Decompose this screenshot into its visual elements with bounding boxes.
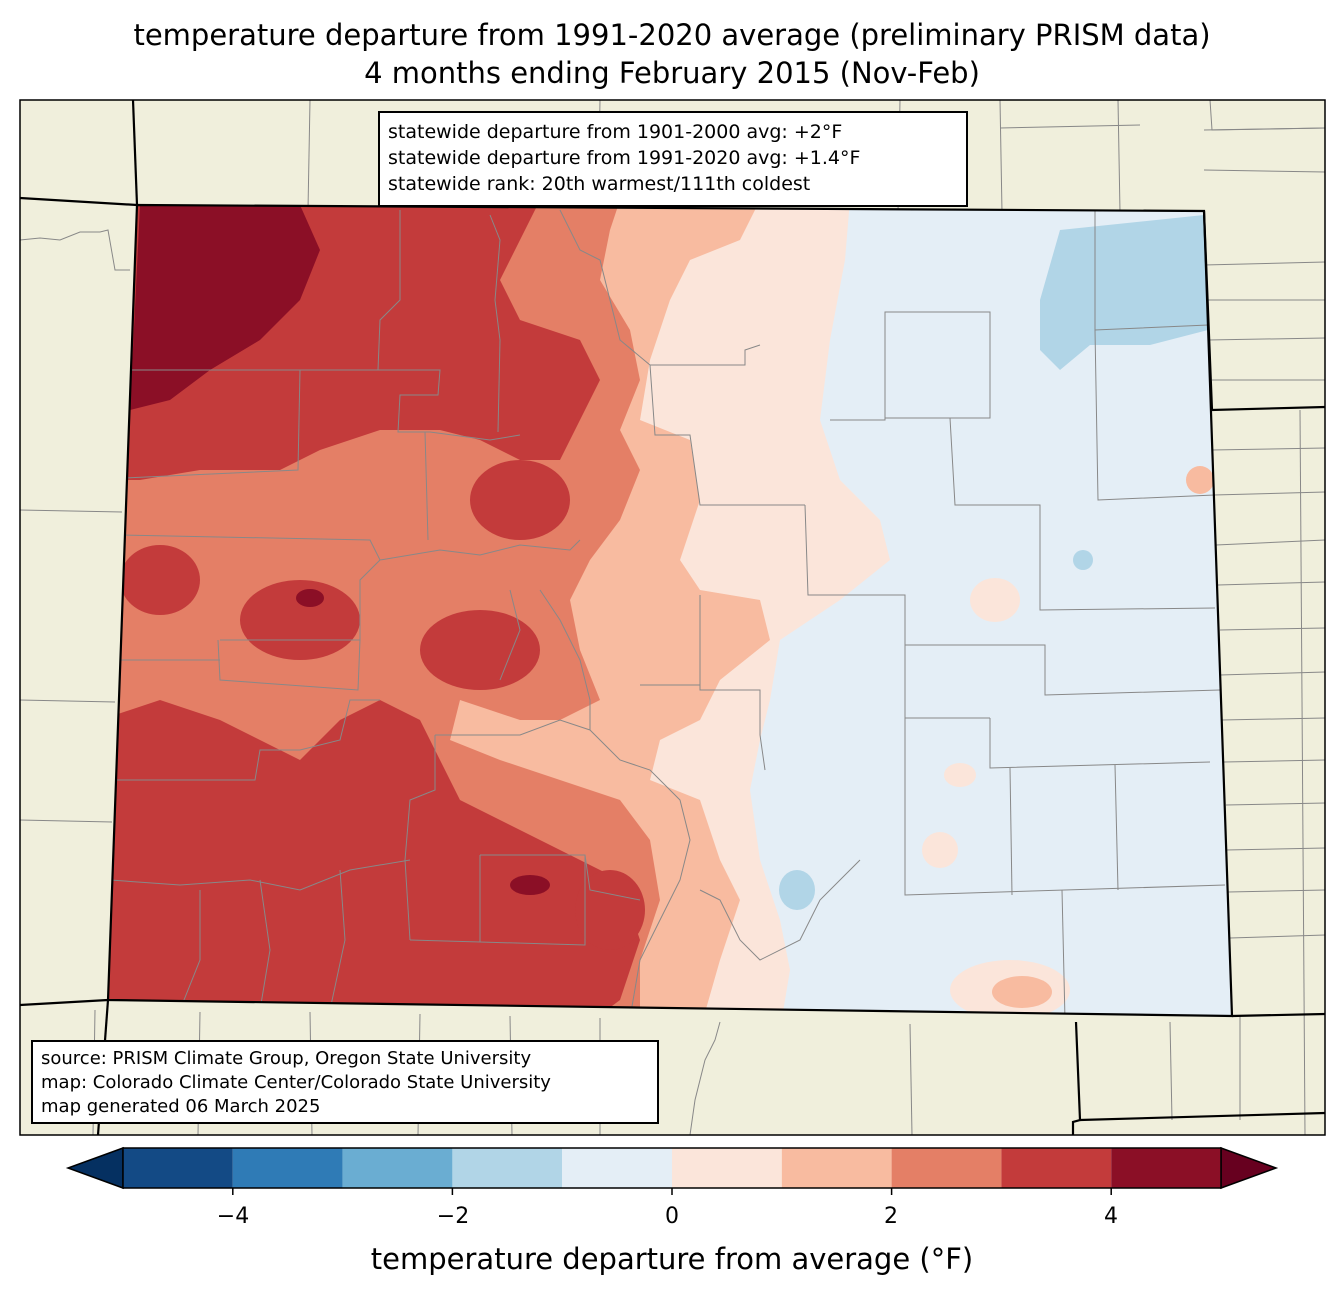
colorbar-bin xyxy=(452,1148,563,1188)
wyoming-utah-border xyxy=(20,196,138,207)
nebraska-kansas-border xyxy=(1202,210,1325,412)
colorbar-bin xyxy=(781,1148,892,1188)
colorbar-bin xyxy=(232,1148,343,1188)
zone-1-to-2-blob xyxy=(1186,466,1214,494)
zone-4-to-5-blob xyxy=(296,589,324,607)
colorbar-under-arrow xyxy=(65,1146,124,1190)
zone-0-to-1-blob xyxy=(970,578,1020,622)
source-line: source: PRISM Climate Group, Oregon Stat… xyxy=(41,1048,532,1069)
colorbar-bin xyxy=(562,1148,672,1188)
zone-4-to-5-blob xyxy=(510,875,550,895)
utah-wyoming-border-north xyxy=(131,100,139,206)
oklahoma-texas-border xyxy=(1079,1111,1325,1122)
colorbar-bin xyxy=(1111,1148,1221,1188)
new-mexico-oklahoma-border xyxy=(1071,1021,1082,1135)
map-frame xyxy=(19,99,1326,1136)
colorado-county-lines xyxy=(109,209,1226,1016)
zone-4-to-5-northwest xyxy=(130,205,320,410)
statewide-info-box: statewide departure from 1901-2000 avg: … xyxy=(378,111,968,207)
arizona-border xyxy=(20,998,109,1007)
colorbar-tick-label: 0 xyxy=(665,1204,679,1229)
colorbar-over-arrow xyxy=(1220,1146,1279,1190)
colorbar-tick-label: 2 xyxy=(884,1204,898,1229)
zone-0-to-1-blob xyxy=(944,763,976,787)
zone-minus2-to-minus1-blob xyxy=(779,870,815,910)
colorbar-tick-label: 4 xyxy=(1104,1204,1118,1229)
map-title-line2: 4 months ending February 2015 (Nov-Feb) xyxy=(364,56,980,90)
zone-3-to-4-blob xyxy=(470,460,570,540)
colorado-temperature-field xyxy=(108,205,1232,1016)
colorbar-bin xyxy=(342,1148,453,1188)
colorbar-bin xyxy=(1001,1148,1112,1188)
colorbar-bin xyxy=(891,1148,1002,1188)
generated-date-line: map generated 06 March 2025 xyxy=(41,1096,321,1117)
source-info-box: source: PRISM Climate Group, Oregon Stat… xyxy=(31,1040,659,1124)
zone-3-to-4-southwest xyxy=(108,700,640,1016)
colorbar-label: temperature departure from average (°F) xyxy=(370,1242,974,1276)
colorbar-tick-label: −4 xyxy=(216,1204,250,1229)
colorbar-bin xyxy=(123,1148,233,1188)
zone-0-to-1-blob xyxy=(922,832,958,868)
statewide-departure-1991-2020: statewide departure from 1991-2020 avg: … xyxy=(388,147,861,169)
statewide-rank: statewide rank: 20th warmest/111th colde… xyxy=(388,173,811,195)
kansas-oklahoma-border xyxy=(1231,1012,1325,1018)
colorbar xyxy=(65,1146,1279,1195)
zone-minus2-to-minus1-blob xyxy=(1073,550,1093,570)
zone-1-to-2-southeast xyxy=(992,976,1052,1008)
zone-minus2-to-minus1-northeast xyxy=(1040,215,1208,370)
colorbar-bin xyxy=(672,1148,782,1188)
map-credit-line: map: Colorado Climate Center/Colorado St… xyxy=(41,1072,551,1093)
colorbar-tick-label: −2 xyxy=(436,1204,470,1229)
map-frame-content xyxy=(20,100,1325,1135)
map-title-line1: temperature departure from 1991-2020 ave… xyxy=(133,18,1211,52)
statewide-departure-1901-2000: statewide departure from 1901-2000 avg: … xyxy=(388,121,843,143)
zone-3-to-4-blob xyxy=(420,610,540,690)
zone-3-to-4-blob xyxy=(120,545,200,615)
